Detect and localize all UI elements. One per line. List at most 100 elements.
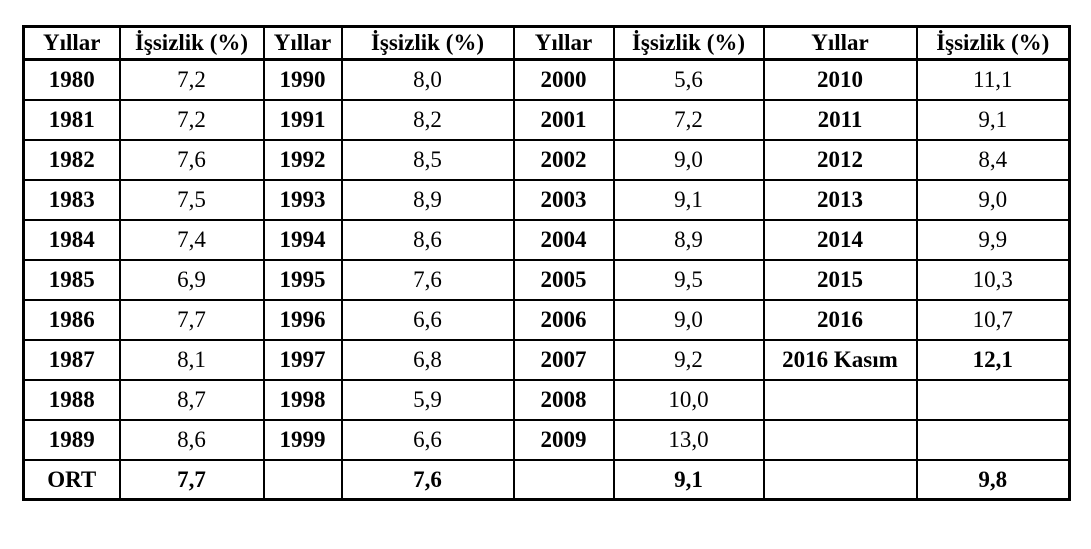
value-cell: 12,1 (915, 338, 1071, 381)
column-header-years-3: Yıllar (512, 25, 615, 61)
empty-cell (762, 418, 918, 461)
empty-cell (762, 378, 918, 421)
year-cell: 1998 (262, 378, 343, 421)
year-cell: 1996 (262, 298, 343, 341)
value-cell: 11,1 (915, 58, 1071, 101)
column-header-unemployment-1: İşsizlik (%) (118, 25, 265, 61)
table-row: 1989 8,6 1999 6,6 2009 13,0 (22, 418, 1071, 461)
value-cell: 7,4 (118, 218, 265, 261)
year-cell: 2016 (762, 298, 918, 341)
year-cell: 2007 (512, 338, 615, 381)
value-cell: 8,6 (340, 218, 515, 261)
value-cell: 13,0 (612, 418, 765, 461)
year-cell: 1981 (22, 98, 121, 141)
year-cell: 1994 (262, 218, 343, 261)
year-cell: 1992 (262, 138, 343, 181)
value-cell: 7,2 (118, 98, 265, 141)
table-row: 1986 7,7 1996 6,6 2006 9,0 2016 10,7 (22, 298, 1071, 341)
value-cell: 7,6 (118, 138, 265, 181)
year-cell: 1988 (22, 378, 121, 421)
year-cell-2016-kasim: 2016 Kasım (762, 338, 918, 381)
value-cell: 9,1 (612, 178, 765, 221)
table-row: 1984 7,4 1994 8,6 2004 8,9 2014 9,9 (22, 218, 1071, 261)
average-label: ORT (22, 458, 121, 501)
empty-cell (762, 458, 918, 501)
value-cell: 9,0 (612, 298, 765, 341)
year-cell: 2001 (512, 98, 615, 141)
value-cell: 5,6 (612, 58, 765, 101)
empty-cell (915, 378, 1071, 421)
average-value: 7,6 (340, 458, 515, 501)
column-header-unemployment-3: İşsizlik (%) (612, 25, 765, 61)
value-cell: 9,5 (612, 258, 765, 301)
value-cell: 9,0 (612, 138, 765, 181)
value-cell: 7,7 (118, 298, 265, 341)
year-cell: 1990 (262, 58, 343, 101)
year-cell: 1986 (22, 298, 121, 341)
average-value: 9,1 (612, 458, 765, 501)
value-cell: 8,4 (915, 138, 1071, 181)
value-cell: 8,2 (340, 98, 515, 141)
year-cell: 2010 (762, 58, 918, 101)
year-cell: 2012 (762, 138, 918, 181)
value-cell: 6,8 (340, 338, 515, 381)
year-cell: 1993 (262, 178, 343, 221)
value-cell: 8,9 (612, 218, 765, 261)
year-cell: 2013 (762, 178, 918, 221)
value-cell: 9,0 (915, 178, 1071, 221)
year-cell: 2006 (512, 298, 615, 341)
value-cell: 8,5 (340, 138, 515, 181)
value-cell: 5,9 (340, 378, 515, 421)
year-cell: 1982 (22, 138, 121, 181)
year-cell: 2003 (512, 178, 615, 221)
value-cell: 8,0 (340, 58, 515, 101)
year-cell: 2002 (512, 138, 615, 181)
year-cell: 2014 (762, 218, 918, 261)
empty-cell (512, 458, 615, 501)
value-cell: 6,6 (340, 298, 515, 341)
table-row: 1985 6,9 1995 7,6 2005 9,5 2015 10,3 (22, 258, 1071, 301)
header-row: Yıllar İşsizlik (%) Yıllar İşsizlik (%) … (22, 25, 1071, 61)
value-cell: 9,9 (915, 218, 1071, 261)
value-cell: 7,2 (118, 58, 265, 101)
average-value: 7,7 (118, 458, 265, 501)
value-cell: 8,9 (340, 178, 515, 221)
empty-cell (262, 458, 343, 501)
year-cell: 2008 (512, 378, 615, 421)
year-cell: 1989 (22, 418, 121, 461)
year-cell: 1999 (262, 418, 343, 461)
value-cell: 10,3 (915, 258, 1071, 301)
table-row: 1983 7,5 1993 8,9 2003 9,1 2013 9,0 (22, 178, 1071, 221)
average-value: 9,8 (915, 458, 1071, 501)
value-cell: 6,9 (118, 258, 265, 301)
year-cell: 1980 (22, 58, 121, 101)
value-cell: 10,7 (915, 298, 1071, 341)
average-row: ORT 7,7 7,6 9,1 9,8 (22, 458, 1071, 501)
table-row: 1982 7,6 1992 8,5 2002 9,0 2012 8,4 (22, 138, 1071, 181)
year-cell: 2004 (512, 218, 615, 261)
value-cell: 8,6 (118, 418, 265, 461)
value-cell: 9,2 (612, 338, 765, 381)
year-cell: 2005 (512, 258, 615, 301)
column-header-years-2: Yıllar (262, 25, 343, 61)
empty-cell (915, 418, 1071, 461)
table-row: 1980 7,2 1990 8,0 2000 5,6 2010 11,1 (22, 58, 1071, 101)
year-cell: 2000 (512, 58, 615, 101)
year-cell: 1995 (262, 258, 343, 301)
table-row: 1987 8,1 1997 6,8 2007 9,2 2016 Kasım 12… (22, 338, 1071, 381)
value-cell: 7,6 (340, 258, 515, 301)
table-row: 1981 7,2 1991 8,2 2001 7,2 2011 9,1 (22, 98, 1071, 141)
value-cell: 6,6 (340, 418, 515, 461)
year-cell: 1984 (22, 218, 121, 261)
year-cell: 1987 (22, 338, 121, 381)
year-cell: 1991 (262, 98, 343, 141)
value-cell: 7,5 (118, 178, 265, 221)
year-cell: 1983 (22, 178, 121, 221)
value-cell: 8,1 (118, 338, 265, 381)
value-cell: 7,2 (612, 98, 765, 141)
year-cell: 1997 (262, 338, 343, 381)
value-cell: 10,0 (612, 378, 765, 421)
value-cell: 8,7 (118, 378, 265, 421)
unemployment-table: Yıllar İşsizlik (%) Yıllar İşsizlik (%) … (22, 25, 1071, 501)
column-header-unemployment-4: İşsizlik (%) (915, 25, 1071, 61)
